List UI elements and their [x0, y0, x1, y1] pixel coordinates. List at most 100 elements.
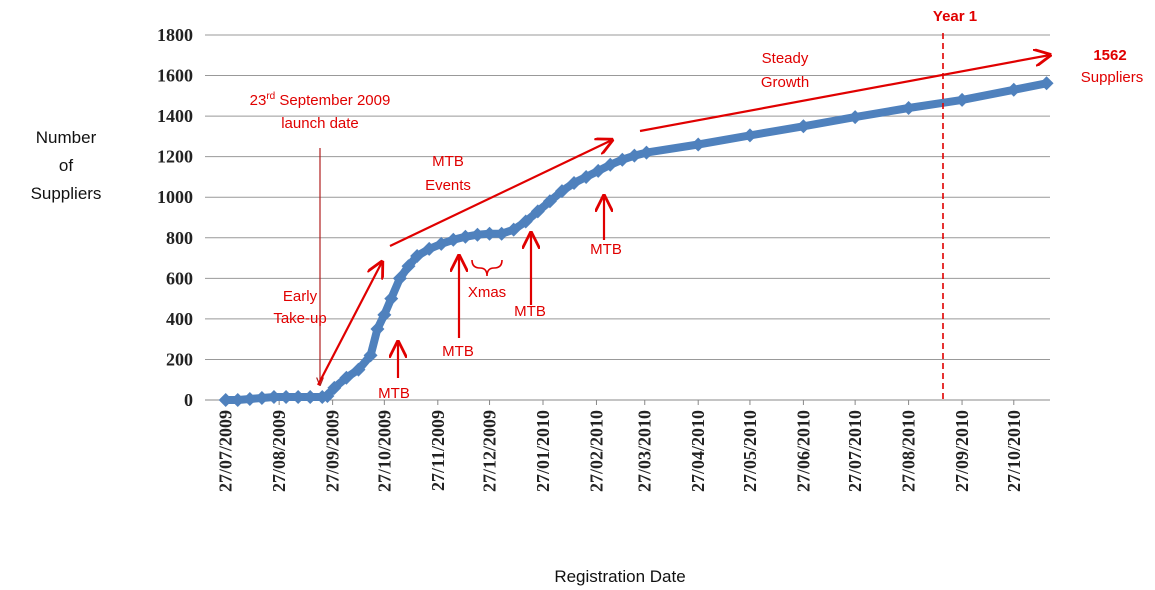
annotation: Take-up — [273, 310, 326, 327]
y-tick-label: 1400 — [157, 106, 193, 126]
annotation-arrows — [318, 33, 1050, 400]
data-point — [377, 307, 392, 322]
data-point — [542, 194, 557, 209]
data-point — [384, 291, 399, 306]
data-point — [1006, 82, 1021, 97]
data-point — [392, 271, 407, 286]
annotation: MTB — [514, 303, 546, 320]
data-point — [848, 110, 863, 125]
data-point — [254, 390, 269, 405]
data-point — [351, 362, 366, 377]
x-tick-label: 27/12/2009 — [480, 410, 500, 492]
data-point — [742, 128, 757, 143]
annotation: Suppliers — [1081, 69, 1144, 86]
x-tick-label: 27/09/2010 — [952, 410, 972, 492]
data-point — [579, 169, 594, 184]
data-point — [627, 148, 642, 163]
data-point — [796, 119, 811, 134]
data-point — [446, 232, 461, 247]
data-point — [615, 152, 630, 167]
data-point — [458, 229, 473, 244]
data-point — [410, 249, 425, 264]
data-point — [291, 389, 306, 404]
data-point — [327, 380, 342, 395]
annotation: Xmas — [468, 284, 506, 301]
x-tick-label: 27/10/2010 — [1004, 410, 1024, 492]
xmas-brace — [471, 259, 503, 277]
data-point — [279, 389, 294, 404]
x-tick-label: 27/06/2010 — [793, 410, 813, 492]
x-axis-label: Registration Date — [554, 567, 685, 586]
data-point — [955, 92, 970, 107]
annotation: Steady — [762, 50, 809, 67]
annotation-part: September 2009 — [275, 92, 390, 109]
x-tick-label: 27/08/2009 — [269, 410, 289, 492]
grid — [205, 34, 1050, 405]
x-tick-label: 27/04/2010 — [688, 410, 708, 492]
annotation: 23rd September 2009 — [250, 91, 391, 109]
annotation: Growth — [761, 74, 809, 91]
data-point — [303, 389, 318, 404]
annotation-part: rd — [266, 91, 275, 102]
y-tick-label: 600 — [166, 268, 193, 288]
annotations: Year 1 1562 Suppliers Steady Growth launch da… — [250, 8, 1144, 402]
x-tick-label: 27/08/2010 — [899, 410, 919, 492]
annotation-part: 23 — [250, 92, 267, 109]
data-point — [434, 236, 449, 251]
y-tick-label: 400 — [166, 309, 193, 329]
data-point — [470, 227, 485, 242]
x-tick-label: 27/01/2010 — [533, 410, 553, 492]
data-point — [401, 259, 416, 274]
data-point — [518, 214, 533, 229]
y-axis-label: Suppliers — [31, 184, 102, 203]
x-tick-label: 27/02/2010 — [586, 410, 606, 492]
data-point — [554, 184, 569, 199]
data-point — [1039, 76, 1054, 91]
x-tick-label: 27/11/2009 — [428, 410, 448, 491]
x-tick-label: 27/09/2009 — [323, 410, 343, 492]
data-point — [320, 388, 335, 403]
data-point — [370, 322, 385, 337]
data-point — [567, 176, 582, 191]
y-axis-label: Number — [36, 128, 97, 147]
data-point — [363, 348, 378, 363]
annotation: MTB — [432, 153, 464, 170]
events-arrow — [389, 140, 612, 247]
y-axis-label: of — [59, 156, 73, 175]
x-tick-label: 27/05/2010 — [740, 410, 760, 492]
data-point — [691, 137, 706, 152]
y-tick-label: 1600 — [157, 66, 193, 86]
plot — [218, 76, 1054, 407]
annotation: Early — [283, 288, 318, 305]
data-point — [339, 370, 354, 385]
y-tick-label: 0 — [184, 390, 193, 410]
y-tick-label: 1800 — [157, 25, 193, 45]
annotation: launch date — [281, 115, 359, 132]
data-point — [591, 163, 606, 178]
data-point — [901, 101, 916, 115]
data-point — [603, 157, 618, 172]
data-point — [422, 241, 437, 256]
annotation: MTB — [442, 343, 474, 360]
x-tick-label: 27/07/2009 — [216, 410, 236, 492]
x-tick-label: 27/03/2010 — [635, 410, 655, 492]
data-point — [266, 389, 281, 404]
data-point — [242, 391, 257, 406]
annotation: MTB — [590, 241, 622, 258]
annotation: 1562 — [1093, 47, 1126, 64]
x-tick-label: 27/10/2009 — [374, 410, 394, 492]
data-point — [230, 393, 245, 407]
data-point — [639, 145, 654, 160]
annotation: Year 1 — [933, 8, 977, 25]
y-tick-label: 1000 — [157, 187, 193, 207]
x-tick-label: 27/07/2010 — [845, 410, 865, 492]
y-tick-label: 800 — [166, 228, 193, 248]
data-point — [218, 393, 233, 407]
y-tick-label: 1200 — [157, 147, 193, 167]
data-point — [482, 226, 497, 241]
annotation: Events — [425, 177, 471, 194]
data-point — [494, 226, 509, 241]
data-point — [530, 204, 545, 219]
growth-arrow — [639, 55, 1050, 133]
